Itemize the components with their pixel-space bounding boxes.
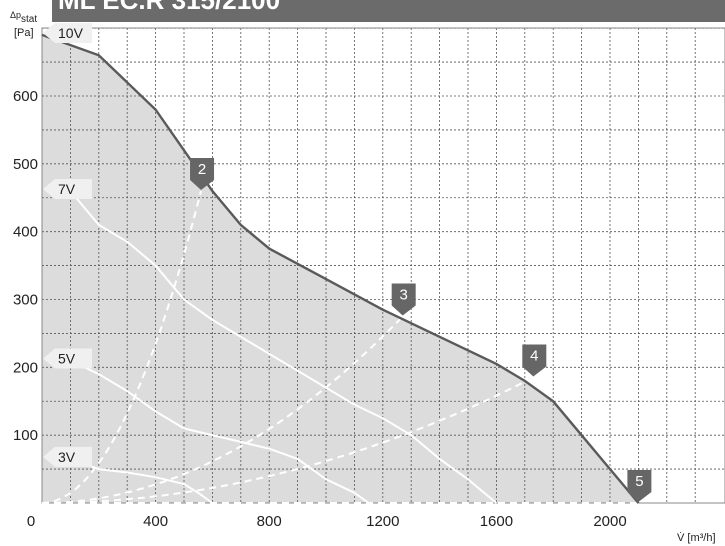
- y-axis-ticks: 100 200 300 400 500 600: [13, 88, 38, 444]
- fan-curve-5v: [69, 359, 370, 504]
- marker-flag: [627, 470, 652, 502]
- marker-flag: [522, 344, 547, 377]
- voltage-tag-shape: [43, 348, 92, 369]
- y-tick-label: 600: [13, 88, 38, 105]
- y-tick-label: 300: [13, 292, 38, 309]
- operating-point-marker-5: 5: [627, 470, 652, 502]
- marker-label: 3: [400, 286, 408, 303]
- x-tick-label: 800: [257, 513, 282, 530]
- operating-point-markers: 2 3 4 5: [190, 157, 652, 502]
- voltage-tag-label: 3V: [58, 449, 76, 465]
- system-curve-2: [41, 190, 202, 504]
- voltage-tags: 10V 7V 5V 3V: [43, 22, 92, 467]
- fan-curve-3v: [70, 457, 213, 504]
- title-bar: [52, 0, 725, 22]
- chart-title: ML EC.R 315/2100: [58, 0, 280, 15]
- operating-point-marker-2: 2: [190, 157, 215, 190]
- voltage-tag-shape: [43, 178, 92, 199]
- y-axis-label-sub: stat: [21, 14, 37, 25]
- system-curve-4: [41, 376, 534, 504]
- operating-point-marker-4: 4: [522, 344, 547, 377]
- marker-flag: [190, 157, 215, 190]
- y-tick-label: 100: [13, 427, 38, 444]
- x-tick-label: 1600: [480, 513, 513, 530]
- operating-area: [42, 34, 639, 504]
- fan-curves: [69, 190, 498, 504]
- voltage-tag-10v: 10V: [43, 22, 92, 43]
- x-tick-label: 400: [143, 513, 168, 530]
- x-tick-label: 2000: [593, 513, 626, 530]
- plot-area: 10V 7V 5V 3V 2 3 4 5: [41, 22, 725, 504]
- fan-curve-7v: [69, 190, 498, 504]
- y-tick-label: 400: [13, 224, 38, 241]
- voltage-tag-shape: [43, 22, 92, 43]
- x-tick-label: 1200: [366, 513, 399, 530]
- y-tick-label: 200: [13, 359, 38, 376]
- voltage-tag-label: 10V: [58, 25, 84, 41]
- x-axis-label: V̇ [m³/h]: [677, 531, 716, 544]
- marker-flag: [391, 283, 416, 316]
- y-axis-label-main: Δp: [10, 10, 21, 20]
- voltage-tag-shape: [43, 446, 92, 467]
- marker-label: 2: [198, 161, 206, 178]
- marker-label: 5: [635, 473, 643, 490]
- system-curves: [41, 190, 639, 504]
- x-axis-ticks: 0 400 800 1200 1600 2000: [27, 513, 627, 530]
- voltage-tag-3v: 3V: [43, 446, 92, 467]
- y-tick-label: 500: [13, 156, 38, 173]
- x-tick-label: 0: [27, 513, 35, 530]
- voltage-tag-7v: 7V: [43, 178, 92, 199]
- voltage-tag-label: 7V: [58, 181, 76, 197]
- marker-label: 4: [530, 348, 538, 365]
- y-axis-unit: [Pa]: [14, 27, 34, 39]
- voltage-tag-label: 5V: [58, 351, 76, 367]
- voltage-tag-5v: 5V: [43, 348, 92, 369]
- system-curve-3: [41, 315, 404, 504]
- operating-point-marker-3: 3: [391, 283, 416, 316]
- y-axis-label: Δpstat: [10, 10, 37, 25]
- max-curve-10v: [41, 33, 640, 504]
